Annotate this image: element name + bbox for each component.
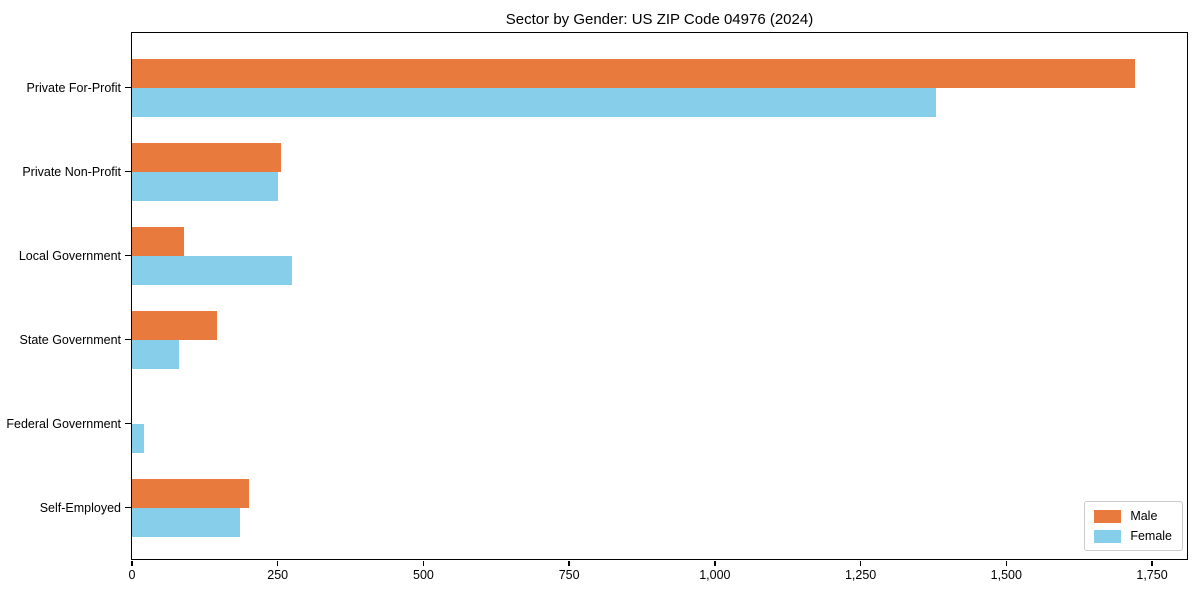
x-tick-label: 0 bbox=[128, 568, 136, 582]
category-label: Federal Government bbox=[6, 417, 121, 431]
x-tick-label: 1,750 bbox=[1136, 568, 1168, 582]
y-tick-mark bbox=[124, 338, 131, 341]
bar-female bbox=[132, 507, 240, 537]
bar-male bbox=[132, 142, 281, 172]
x-tick-mark bbox=[568, 560, 570, 566]
x-tick-mark bbox=[276, 560, 279, 566]
category-label: Local Government bbox=[18, 249, 121, 263]
y-tick-mark bbox=[124, 86, 131, 89]
chart-title: Sector by Gender: US ZIP Code 04976 (202… bbox=[505, 11, 814, 28]
bar-male bbox=[132, 478, 249, 508]
plot-area: 0 250 500 750 1,000 1,250 1,500 1,750 Male Fema… bbox=[124, 32, 1188, 582]
legend-item-male: Male bbox=[1094, 509, 1172, 523]
bar-female bbox=[132, 255, 293, 285]
x-tick-label: 1,000 bbox=[699, 568, 731, 582]
y-axis-labels: Private For-Profit Private Non-Profit Loca… bbox=[0, 32, 121, 558]
bar-male bbox=[132, 226, 185, 256]
x-tick-label: 1,250 bbox=[844, 568, 877, 582]
bar-male bbox=[132, 58, 1135, 88]
bar-female bbox=[132, 87, 937, 117]
legend-label-female: Female bbox=[1130, 529, 1172, 543]
y-tick-mark bbox=[124, 506, 131, 509]
x-tick-mark bbox=[859, 560, 862, 566]
x-tick-mark bbox=[714, 560, 716, 566]
x-tick-mark bbox=[1151, 560, 1153, 566]
y-tick-mark bbox=[124, 254, 131, 257]
x-tick-label: 250 bbox=[267, 568, 289, 582]
bar-female bbox=[132, 171, 278, 201]
x-tick-label: 1,500 bbox=[990, 568, 1022, 582]
y-tick-mark bbox=[124, 170, 131, 173]
male-swatch-icon bbox=[1094, 509, 1122, 523]
legend: Male Female bbox=[1084, 501, 1183, 551]
x-tick-mark bbox=[1005, 560, 1008, 566]
bar-female bbox=[132, 339, 179, 369]
y-tick-mark bbox=[124, 422, 131, 425]
x-tick-label: 500 bbox=[412, 568, 434, 582]
x-tick-label: 750 bbox=[558, 568, 580, 582]
bar-male bbox=[132, 310, 217, 340]
legend-item-female: Female bbox=[1094, 529, 1172, 543]
bar-female bbox=[132, 423, 144, 453]
x-tick-mark bbox=[131, 560, 133, 566]
category-label: Private Non-Profit bbox=[22, 165, 121, 179]
female-swatch-icon bbox=[1094, 529, 1122, 543]
category-label: Private For-Profit bbox=[26, 81, 121, 95]
category-label: State Government bbox=[19, 333, 121, 347]
category-label: Self-Employed bbox=[39, 501, 121, 515]
x-tick-mark bbox=[422, 560, 425, 566]
legend-label-male: Male bbox=[1130, 509, 1158, 523]
